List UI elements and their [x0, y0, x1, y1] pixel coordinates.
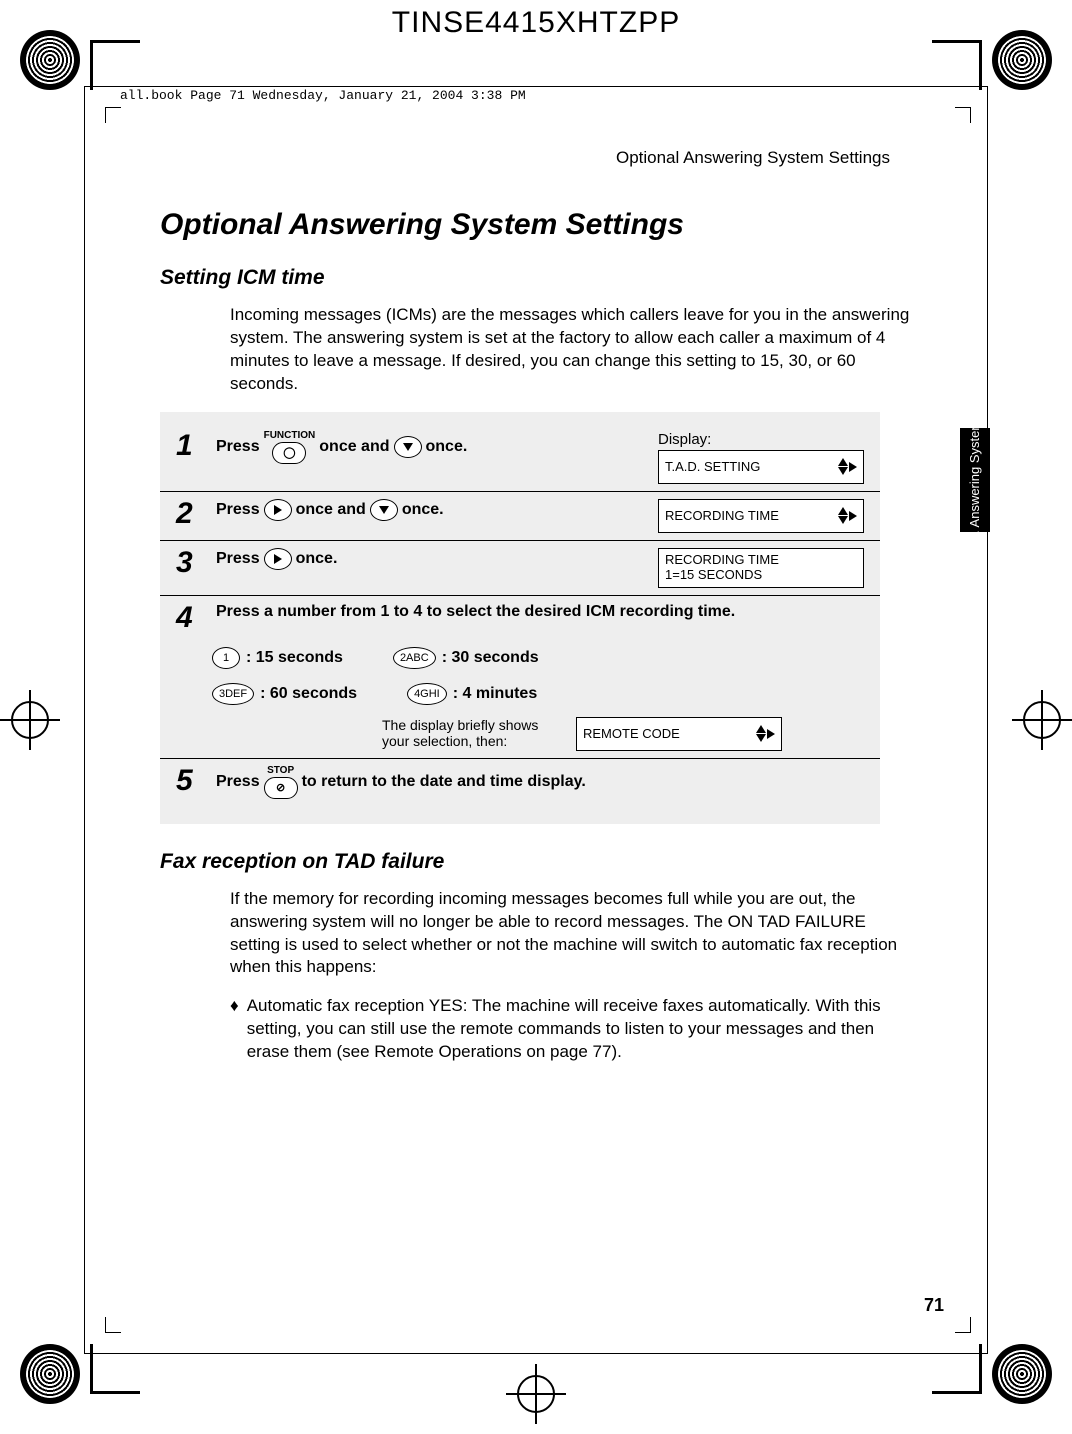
step-row: 5 Press STOP ⊘ to return to the date and… — [176, 759, 864, 806]
step-text: Press — [216, 773, 260, 791]
step-text: Press a number from 1 to 4 to select the… — [216, 603, 735, 621]
lcd-text: T.A.D. SETTING — [665, 459, 760, 474]
section2-bullet: ♦ Automatic fax reception YES: The machi… — [230, 995, 910, 1064]
bullet-icon: ♦ — [230, 995, 239, 1064]
lcd-text: 1=15 SECONDS — [665, 568, 762, 583]
option-label: : 15 seconds — [246, 649, 343, 667]
lcd-display: RECORDING TIME 1=15 SECONDS — [658, 548, 864, 588]
page-number: 71 — [924, 1295, 944, 1316]
step-row: 3 Press once. RECORDING TIME 1=15 SECOND… — [176, 541, 864, 595]
digit-4-key-icon: 4GHI — [407, 683, 447, 705]
step-text: once. — [402, 501, 444, 519]
lcd-text: RECORDING TIME — [665, 553, 779, 568]
stop-key-icon: STOP ⊘ — [264, 766, 298, 799]
option-label: : 30 seconds — [442, 649, 539, 667]
step-number: 1 — [176, 431, 204, 461]
right-key-icon — [264, 499, 292, 521]
option-item: 2ABC : 30 seconds — [393, 647, 539, 669]
digit-3-key-icon: 3DEF — [212, 683, 254, 705]
page-title: Optional Answering System Settings — [160, 208, 910, 242]
right-key-icon — [264, 548, 292, 570]
step-number: 2 — [176, 499, 204, 529]
crosshair-left — [0, 690, 60, 750]
crosshair-bottom — [506, 1364, 566, 1424]
running-head: Optional Answering System Settings — [160, 148, 910, 168]
step-text: to return to the date and time display. — [302, 773, 586, 791]
document-id: TINSE4415XHTZPP — [0, 6, 1072, 40]
option-item: 1 : 15 seconds — [212, 647, 343, 669]
option-label: : 4 minutes — [453, 685, 537, 703]
digit-1-key-icon: 1 — [212, 647, 240, 669]
option-item: 4GHI : 4 minutes — [407, 683, 537, 705]
step-text: once and — [296, 501, 366, 519]
step-text: once and — [319, 438, 389, 456]
lcd-text: REMOTE CODE — [583, 726, 680, 741]
step-row: 4 Press a number from 1 to 4 to select t… — [176, 596, 864, 758]
step-text: Press — [216, 438, 260, 456]
lcd-text: RECORDING TIME — [665, 508, 779, 523]
lcd-display: REMOTE CODE — [576, 717, 782, 751]
down-key-icon — [394, 436, 422, 458]
bullet-text: Automatic fax reception YES: The machine… — [247, 995, 910, 1064]
step-number: 5 — [176, 766, 204, 796]
step-row: 2 Press once and once. RECORDING TIME — [176, 492, 864, 540]
option-label: : 60 seconds — [260, 685, 357, 703]
chapter-tab: 3. Answering System — [960, 428, 990, 532]
section1-para: Incoming messages (ICMs) are the message… — [230, 304, 910, 396]
digit-2-key-icon: 2ABC — [393, 647, 436, 669]
step-text: once. — [426, 438, 468, 456]
function-key-icon: FUNCTION ◯ — [264, 431, 316, 464]
step-text: Press — [216, 501, 260, 519]
display-label: Display: — [658, 431, 864, 448]
lcd-display: T.A.D. SETTING — [658, 450, 864, 484]
section2-para: If the memory for recording incoming mes… — [230, 888, 910, 980]
section2-heading: Fax reception on TAD failure — [160, 850, 910, 874]
steps-box: 1 Press FUNCTION ◯ once and once. D — [160, 412, 880, 824]
running-footer: all.book Page 71 Wednesday, January 21, … — [120, 88, 526, 103]
crosshair-right — [1012, 690, 1072, 750]
step-text: once. — [296, 550, 338, 568]
step-number: 4 — [176, 603, 204, 633]
step-number: 3 — [176, 548, 204, 578]
step-row: 1 Press FUNCTION ◯ once and once. D — [176, 424, 864, 491]
selection-note: The display briefly shows your selection… — [382, 717, 562, 749]
section1-heading: Setting ICM time — [160, 266, 910, 290]
option-item: 3DEF : 60 seconds — [212, 683, 357, 705]
step-text: Press — [216, 550, 260, 568]
lcd-display: RECORDING TIME — [658, 499, 864, 533]
chapter-tab-label: 3. Answering System — [968, 419, 983, 540]
down-key-icon — [370, 499, 398, 521]
